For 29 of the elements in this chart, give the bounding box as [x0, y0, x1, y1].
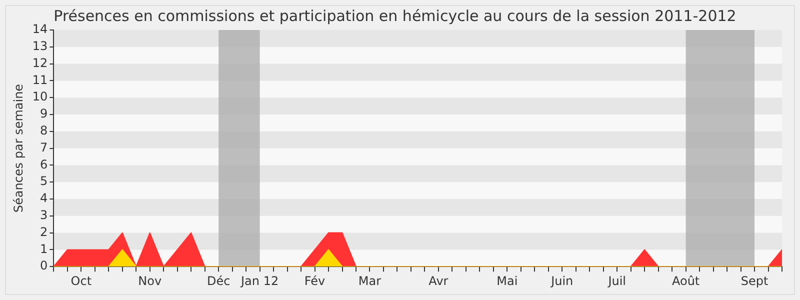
x-tick-label: Nov [138, 274, 162, 288]
y-tick-label: 4 [40, 191, 48, 206]
y-tick-label: 6 [40, 157, 48, 172]
y-tick-label: 3 [40, 208, 48, 222]
y-tick-label: 7 [40, 140, 48, 154]
y-tick-label: 13 [32, 39, 48, 54]
y-tick-label: 14 [32, 22, 48, 36]
x-tick-label: Sept [740, 274, 768, 288]
x-tick-label: Jan 12 [240, 274, 279, 288]
x-tick-label: Juin [550, 274, 574, 288]
x-tick-label: Mai [496, 274, 518, 288]
x-tick-label: Déc [206, 274, 230, 288]
y-tick-label: 2 [40, 224, 48, 239]
x-tick-label: Oct [70, 274, 92, 288]
y-tick-label: 10 [32, 90, 48, 104]
x-tick-label: Fév [304, 274, 326, 288]
x-tick-label: Août [672, 274, 700, 288]
x-tick-label: Juil [607, 274, 626, 288]
chart-title: Présences en commissions et participation en hémicycle au cours de la session 2011-2012 [54, 6, 736, 25]
y-tick-label: 8 [40, 124, 48, 138]
y-tick-label: 9 [40, 106, 48, 121]
y-tick-label: 1 [40, 242, 48, 256]
x-tick-label: Avr [428, 274, 448, 288]
y-tick-label: 5 [40, 174, 48, 188]
y-axis-title: Séances par semaine [11, 84, 26, 213]
y-tick-label: 0 [40, 258, 48, 273]
x-tick-label: Mar [358, 274, 382, 288]
y-tick-label: 12 [32, 56, 48, 70]
y-tick-label: 11 [32, 72, 48, 87]
